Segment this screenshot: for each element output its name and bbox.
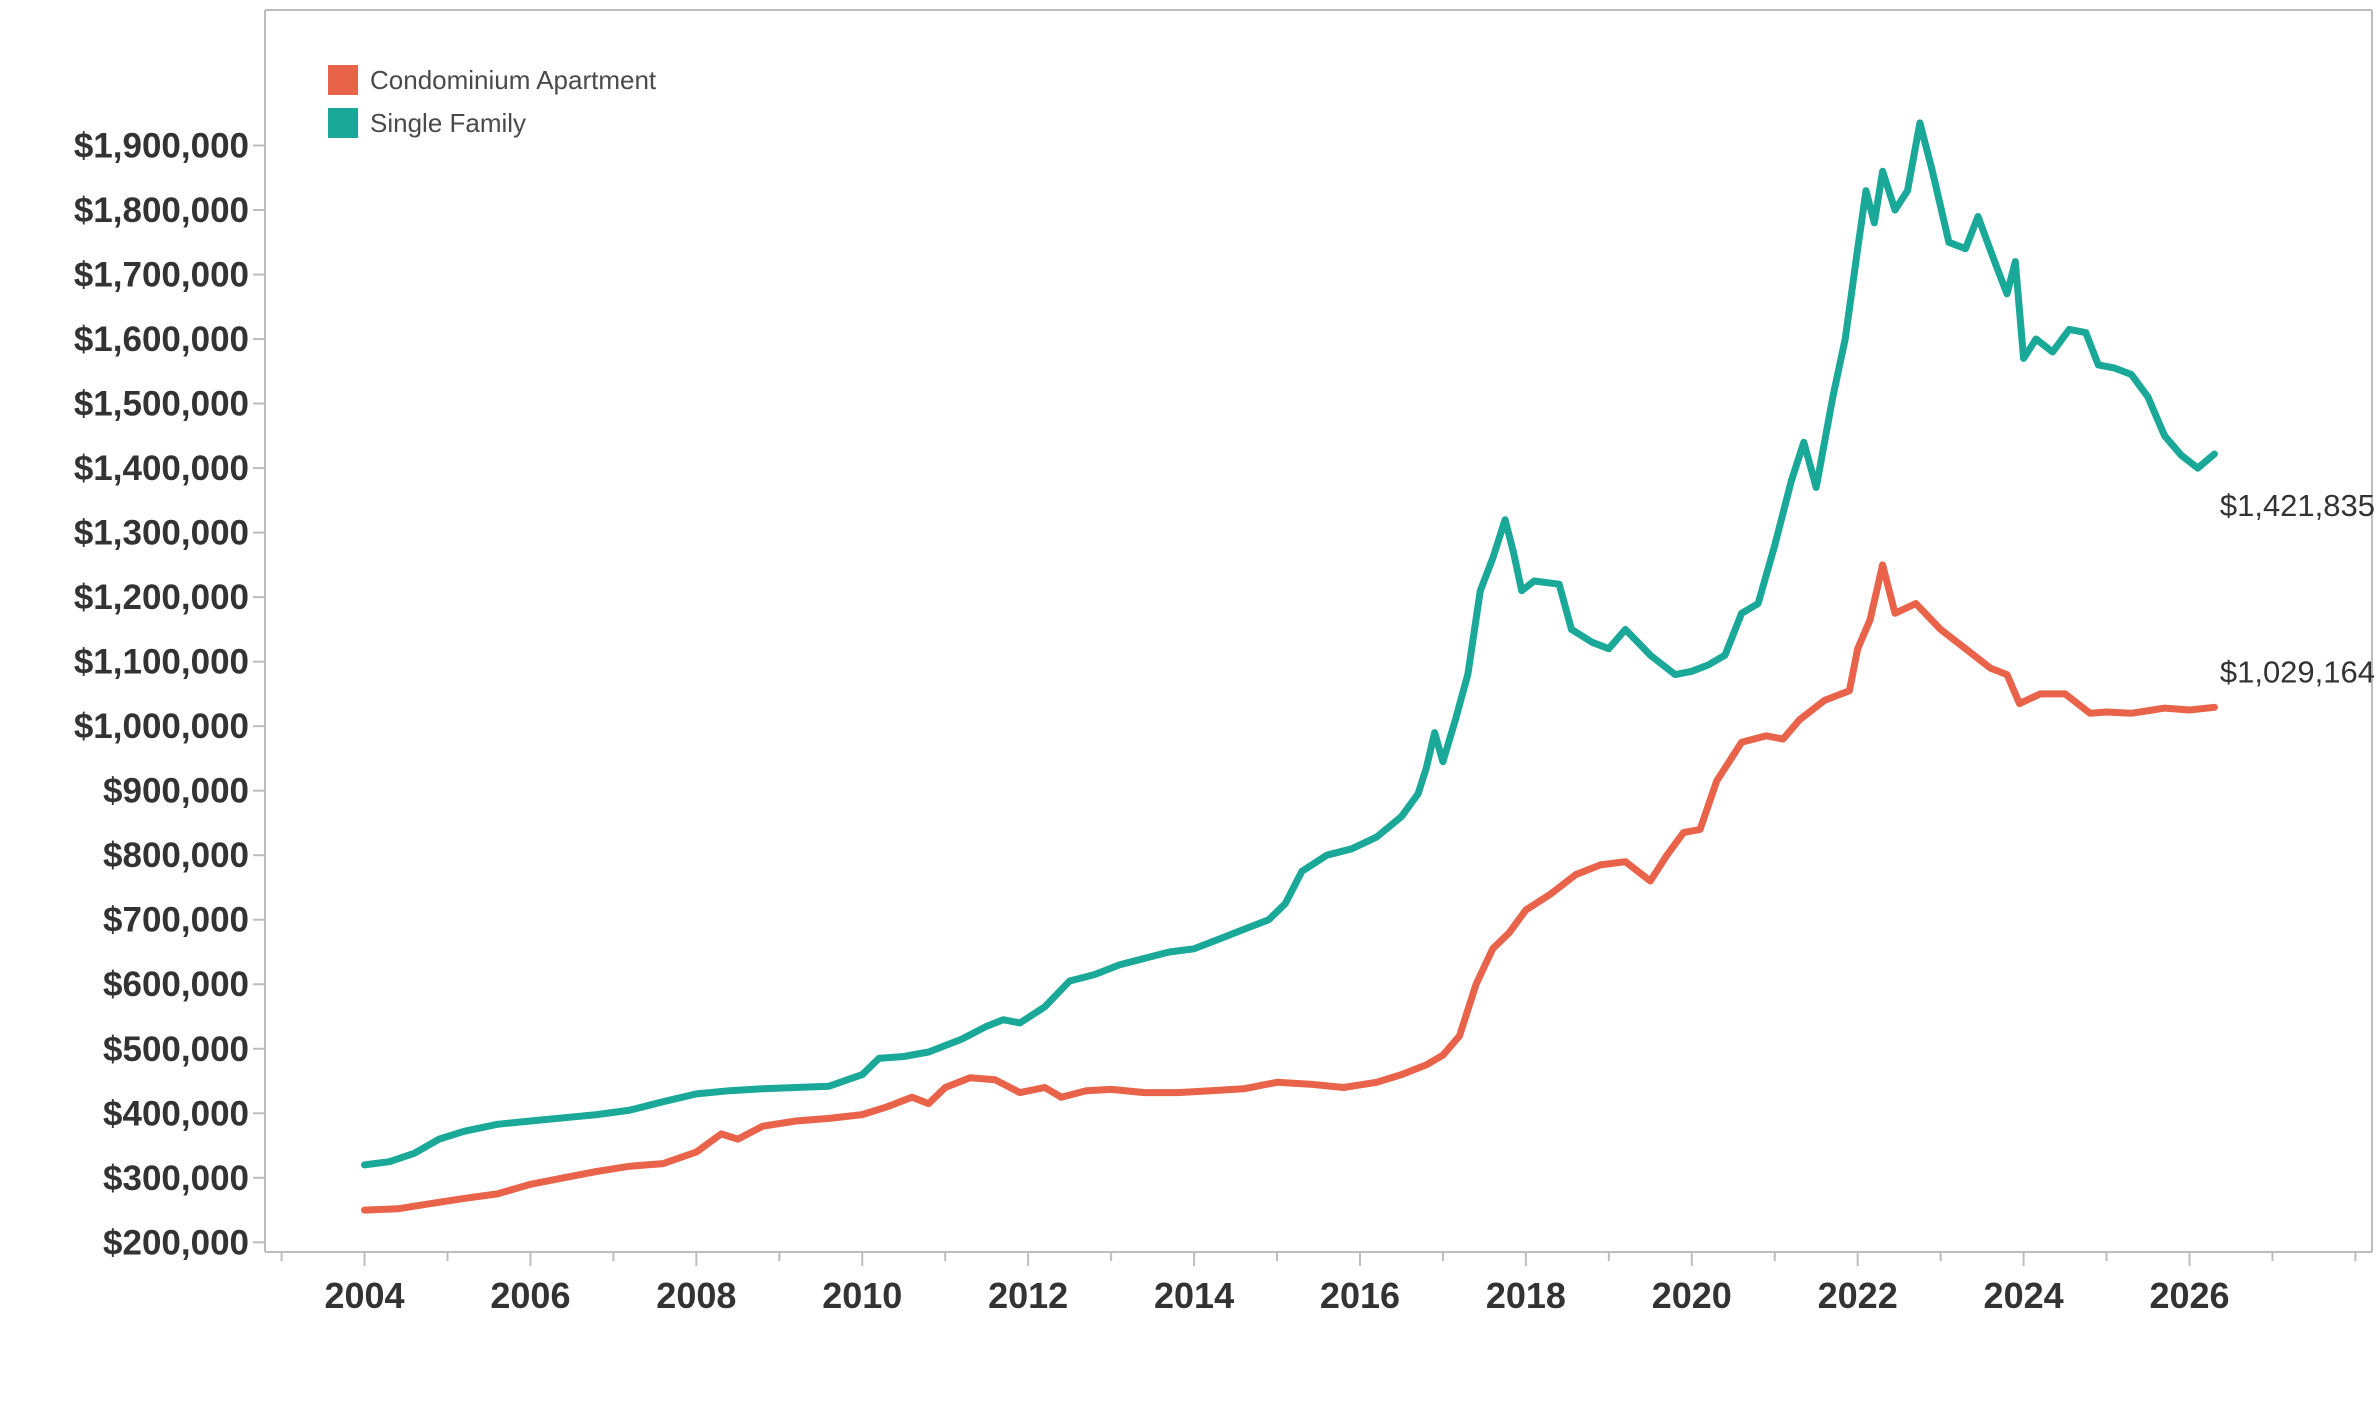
x-tick-label: 2018 bbox=[1486, 1275, 1566, 1316]
legend-swatch bbox=[328, 65, 358, 95]
x-tick-label: 2016 bbox=[1320, 1275, 1400, 1316]
y-tick-label: $300,000 bbox=[103, 1159, 249, 1198]
x-tick-label: 2026 bbox=[2149, 1275, 2229, 1316]
end-value-label: $1,029,164 bbox=[2220, 654, 2375, 689]
plot-frame bbox=[264, 9, 2373, 1253]
y-tick-label: $1,400,000 bbox=[74, 449, 249, 488]
series-layer bbox=[361, 119, 2218, 1214]
y-tick-label: $200,000 bbox=[103, 1223, 249, 1262]
y-tick-label: $800,000 bbox=[103, 836, 249, 875]
series-line-condominium-apartment bbox=[361, 561, 2218, 1214]
legend-swatch bbox=[328, 108, 358, 138]
y-tick-label: $400,000 bbox=[103, 1094, 249, 1133]
y-tick-label: $1,300,000 bbox=[74, 514, 249, 553]
y-tick-label: $600,000 bbox=[103, 965, 249, 1004]
end-value-label: $1,421,835 bbox=[2220, 488, 2375, 523]
x-tick-label: 2020 bbox=[1652, 1275, 1732, 1316]
x-tick-label: 2012 bbox=[988, 1275, 1068, 1316]
y-tick-label: $500,000 bbox=[103, 1030, 249, 1069]
x-tick-label: 2008 bbox=[656, 1275, 736, 1316]
x-tick-label: 2004 bbox=[324, 1275, 404, 1316]
legend-label: Single Family bbox=[370, 108, 526, 138]
x-axis: 2004 2006 2008 2010 2012 2014 2016 2018 2020 2022… bbox=[280, 1252, 2357, 1316]
y-tick-label: $1,800,000 bbox=[74, 191, 249, 230]
x-tick-label: 2024 bbox=[1984, 1275, 2064, 1316]
y-tick-label: $700,000 bbox=[103, 901, 249, 940]
series-line-single-family bbox=[361, 119, 2218, 1169]
x-tick-label: 2014 bbox=[1154, 1275, 1234, 1316]
y-tick-label: $1,200,000 bbox=[74, 578, 249, 617]
x-tick-label: 2010 bbox=[822, 1275, 902, 1316]
x-tick-label: 2022 bbox=[1818, 1275, 1898, 1316]
y-tick-label: $1,600,000 bbox=[74, 320, 249, 359]
y-tick-label: $900,000 bbox=[103, 772, 249, 811]
y-tick-label: $1,100,000 bbox=[74, 643, 249, 682]
end-labels: $1,029,164 $1,421,835 bbox=[2220, 488, 2375, 689]
x-tick-label: 2006 bbox=[490, 1275, 570, 1316]
y-axis: $200,000 $300,000 $400,000 $500,000 $600,000… bbox=[74, 126, 265, 1262]
legend-label: Condominium Apartment bbox=[370, 65, 657, 95]
y-tick-label: $1,700,000 bbox=[74, 256, 249, 295]
y-tick-label: $1,500,000 bbox=[74, 385, 249, 424]
legend: Condominium Apartment Single Family bbox=[328, 65, 657, 138]
y-tick-label: $1,900,000 bbox=[74, 126, 249, 165]
y-tick-label: $1,000,000 bbox=[74, 707, 249, 746]
